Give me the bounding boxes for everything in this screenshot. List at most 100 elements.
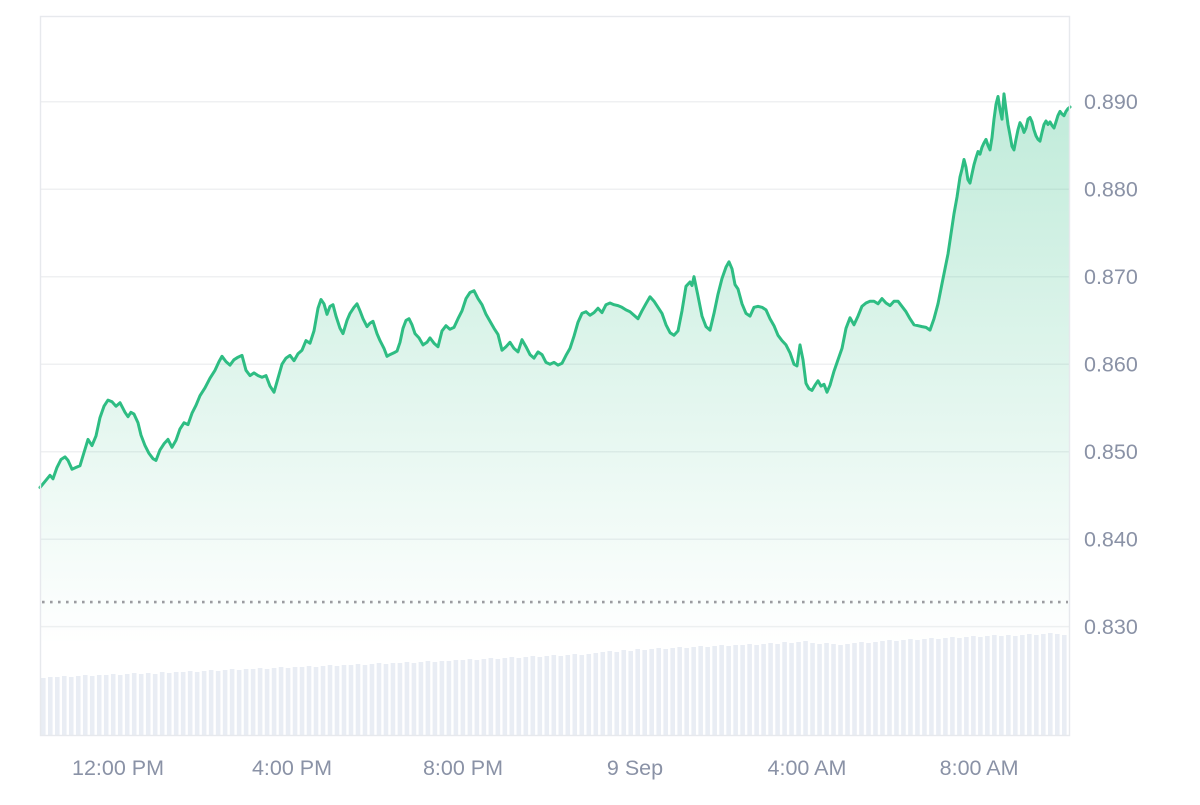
volume-bar — [635, 649, 641, 735]
volume-bar — [41, 678, 46, 735]
y-tick-label: 0.880 — [1084, 178, 1138, 202]
volume-bar — [243, 669, 249, 735]
volume-bar — [747, 644, 752, 735]
volume-bar — [159, 672, 165, 735]
volume-bar — [523, 657, 529, 735]
volume-bar — [761, 644, 766, 735]
volume-bar — [264, 669, 270, 735]
volume-bar — [999, 636, 1004, 735]
volume-bar — [551, 655, 557, 735]
volume-bar — [516, 658, 522, 735]
volume-bar — [229, 669, 235, 735]
volume-bar — [1013, 636, 1018, 735]
volume-bar — [614, 652, 620, 735]
volume-bar — [432, 662, 438, 735]
volume-bar — [348, 665, 354, 735]
x-tick-label: 8:00 PM — [423, 756, 503, 780]
volume-bar — [992, 635, 997, 735]
volume-bar — [894, 641, 899, 735]
volume-bar — [138, 674, 144, 735]
volume-bar — [82, 675, 88, 735]
volume-bar — [89, 676, 95, 735]
volume-bar — [488, 658, 494, 735]
volume-bar — [600, 652, 606, 735]
volume-bar — [642, 650, 647, 735]
volume-bar — [950, 637, 955, 735]
volume-bar — [397, 663, 403, 735]
volume-bar — [292, 667, 298, 735]
plot-border — [39, 15, 1071, 737]
volume-bar — [537, 657, 543, 735]
volume-bar — [887, 640, 892, 735]
volume-bar — [467, 659, 473, 735]
volume-bar — [96, 675, 102, 735]
volume-bar — [460, 660, 466, 735]
volume-bar — [1048, 633, 1053, 735]
volume-bar — [775, 644, 780, 735]
volume-bar — [222, 670, 228, 735]
volume-bar — [607, 651, 613, 735]
volume-bar — [782, 642, 787, 735]
volume-bar — [866, 643, 871, 735]
volume-bar — [124, 674, 130, 735]
volume-bar — [740, 645, 745, 735]
volume-bar — [117, 675, 123, 735]
volume-bar — [495, 659, 501, 735]
volume-bar — [824, 643, 829, 735]
volume-bar — [404, 662, 410, 735]
volume-bar — [1055, 634, 1060, 735]
volume-bar — [145, 673, 151, 735]
volume-bar — [201, 671, 207, 735]
volume-bar — [803, 641, 808, 735]
volume-bar — [285, 668, 291, 735]
volume-bar — [1006, 635, 1011, 735]
volume-bar — [985, 636, 990, 735]
volume-bar — [936, 639, 941, 735]
x-tick-label: 4:00 AM — [768, 756, 847, 780]
volume-bar — [726, 646, 731, 735]
volume-bar — [845, 644, 850, 735]
volume-bar — [929, 638, 934, 735]
volume-bar — [474, 660, 480, 735]
volume-bar — [278, 667, 284, 735]
volume-bar — [880, 641, 885, 735]
volume-bar — [383, 664, 389, 735]
volume-bar — [586, 654, 592, 735]
volume-bar — [978, 637, 983, 735]
x-tick-label: 4:00 PM — [252, 756, 332, 780]
volume-bar — [334, 666, 340, 735]
volume-bar — [362, 665, 368, 735]
volume-bar — [110, 674, 116, 735]
volume-bar — [579, 655, 585, 735]
volume-bar — [901, 640, 906, 735]
volume-bar — [558, 656, 564, 735]
volume-bar — [873, 642, 878, 735]
volume-bar — [446, 661, 452, 735]
volume-bar — [1027, 634, 1032, 735]
volume-bar — [663, 649, 668, 735]
y-tick-label: 0.870 — [1084, 265, 1138, 289]
volume-bar — [327, 665, 333, 735]
volume-bar — [250, 669, 256, 735]
volume-bar — [572, 654, 578, 735]
volume-bar — [810, 643, 815, 735]
y-tick-label: 0.830 — [1084, 615, 1138, 639]
volume-bar — [817, 644, 822, 735]
volume-bar — [852, 643, 857, 735]
volume-bar — [313, 667, 319, 735]
price-area — [40, 93, 1070, 736]
volume-bar — [341, 665, 347, 735]
volume-bar — [796, 642, 801, 735]
volume-bar — [964, 637, 969, 735]
volume-bar — [54, 677, 60, 735]
volume-bar — [922, 639, 927, 735]
x-tick-label: 8:00 AM — [940, 756, 1019, 780]
volume-bar — [789, 643, 794, 735]
volume-bar — [1034, 635, 1039, 735]
volume-bar — [425, 661, 431, 735]
volume-bar — [166, 673, 172, 735]
volume-bar — [943, 638, 948, 735]
volume-bar — [831, 644, 836, 735]
volume-bar — [257, 668, 263, 735]
